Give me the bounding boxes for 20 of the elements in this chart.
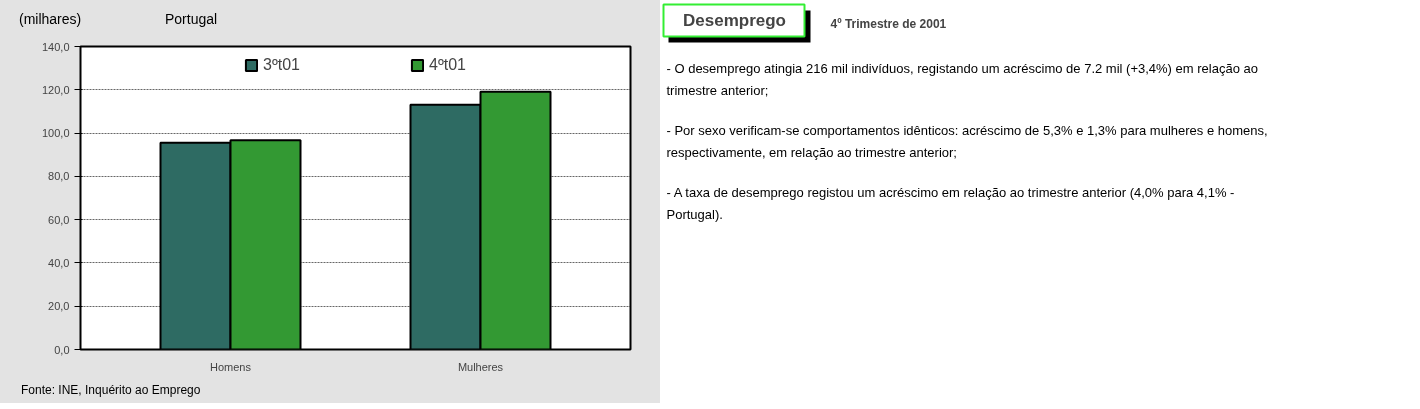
- y-tick-label: 20,0: [48, 300, 70, 313]
- text: 4º Trimestre de 2001: [830, 16, 947, 31]
- y-tick-label: 40,0: [48, 256, 70, 269]
- legend-label: 3ºt01: [263, 56, 300, 74]
- y-tick-label: 60,0: [48, 213, 70, 226]
- y-tick-label: 100,0: [41, 127, 70, 140]
- x-tick-label: Homens: [210, 360, 252, 373]
- y-tick-label: 140,0: [41, 40, 70, 53]
- text: Desemprego: [683, 11, 786, 30]
- y-tick-label: 80,0: [48, 170, 70, 183]
- text: - O desemprego atingia 216 mil indivíduos, registando um acréscimo de 7.2 mil (+3,4%) em relação ao trimestre anterior;: [666, 60, 1258, 98]
- chart-title: Portugal: [165, 10, 218, 29]
- y-axis-title: (milhares): [19, 10, 82, 29]
- text: - Por sexo verificam-se comportamentos idênticos: acréscimo de 5,3% e 1,3% para mulheres e homens, respectivamente, em relação ao trimestre anterior;: [666, 122, 1268, 160]
- legend-label: 4ºt01: [429, 56, 466, 74]
- text: - A taxa de desemprego registou um acréscimo em relação ao trimestre anterior (4,0% para 4,1% - Portugal).: [666, 184, 1235, 222]
- y-tick-label: 120,0: [41, 83, 70, 96]
- source-note: Fonte: INE, Inquérito ao Emprego: [21, 382, 201, 399]
- y-tick-label: 0,0: [54, 343, 70, 356]
- x-tick-label: Mulheres: [457, 360, 504, 373]
